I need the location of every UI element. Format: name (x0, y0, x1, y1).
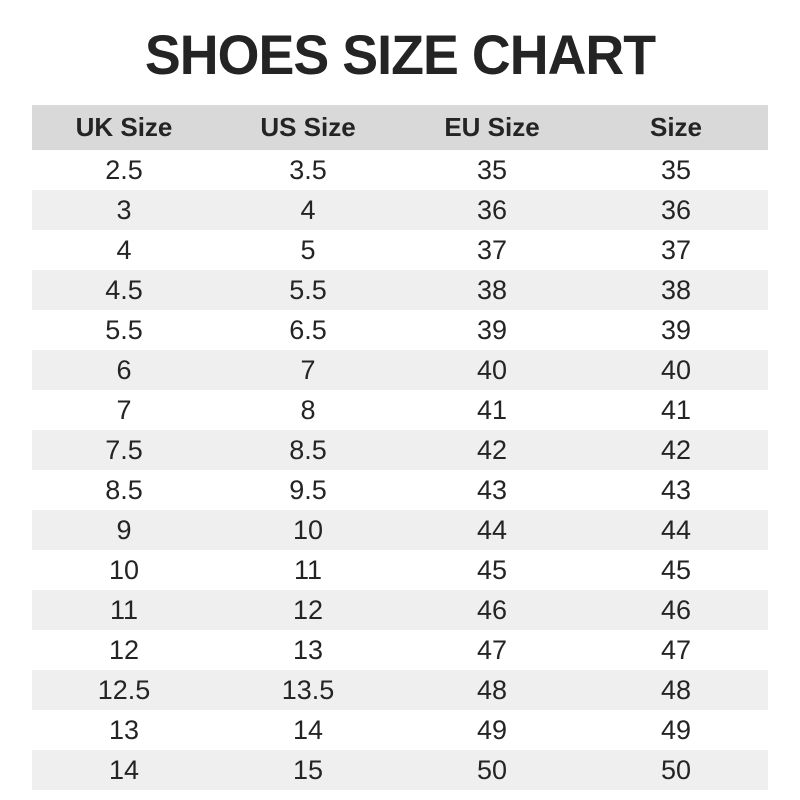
table-cell: 6 (116, 354, 132, 385)
table-cell: 42 (476, 434, 508, 465)
table-cell: 49 (660, 714, 692, 745)
table-cell: 13 (292, 634, 324, 665)
table-cell: 46 (476, 594, 508, 625)
table-cell: 12 (292, 594, 324, 625)
table-row: 9 10 44 44 (32, 510, 768, 550)
table-cell: 43 (660, 474, 692, 505)
table-cell: 4 (300, 194, 316, 225)
table-cell: 9 (116, 514, 132, 545)
size-chart-table: UK Size US Size EU Size Size 2.5 3.5 35 35 3 4 36… (32, 105, 768, 790)
table-cell: 9.5 (289, 474, 327, 505)
table-cell: 10 (108, 554, 140, 585)
table-cell: 36 (660, 194, 692, 225)
table-cell: 36 (476, 194, 508, 225)
table-cell: 42 (660, 434, 692, 465)
table-cell: 50 (660, 754, 692, 785)
table-cell: 4.5 (105, 274, 143, 305)
table-cell: 38 (660, 274, 692, 305)
table-cell: 14 (292, 714, 324, 745)
table-cell: 38 (476, 274, 508, 305)
table-cell: 3 (116, 194, 132, 225)
column-header: Size (584, 105, 768, 150)
table-cell: 48 (660, 674, 692, 705)
table-cell: 40 (660, 354, 692, 385)
table-cell: 35 (660, 154, 692, 185)
table-cell: 41 (660, 394, 692, 425)
table-cell: 49 (476, 714, 508, 745)
table-cell: 12 (108, 634, 140, 665)
table-cell: 45 (660, 554, 692, 585)
table-cell: 8 (300, 394, 316, 425)
table-cell: 12.5 (97, 674, 151, 705)
table-cell: 39 (476, 314, 508, 345)
table-row: 14 15 50 50 (32, 750, 768, 790)
header-row: UK Size US Size EU Size Size (32, 105, 768, 150)
table-cell: 7 (300, 354, 316, 385)
table-cell: 5.5 (105, 314, 143, 345)
table-cell: 44 (476, 514, 508, 545)
table-cell: 5.5 (289, 274, 327, 305)
table-cell: 8.5 (289, 434, 327, 465)
table-cell: 13.5 (281, 674, 335, 705)
column-header: US Size (216, 105, 400, 150)
table-cell: 5 (300, 234, 316, 265)
table-cell: 48 (476, 674, 508, 705)
table-cell: 39 (660, 314, 692, 345)
table-cell: 6.5 (289, 314, 327, 345)
table-cell: 4 (116, 234, 132, 265)
table-cell: 35 (476, 154, 508, 185)
table-cell: 46 (660, 594, 692, 625)
table-cell: 50 (476, 754, 508, 785)
table-cell: 2.5 (105, 154, 143, 185)
column-header: UK Size (32, 105, 216, 150)
table-row: 12 13 47 47 (32, 630, 768, 670)
table-row: 8.5 9.5 43 43 (32, 470, 768, 510)
table-cell: 7 (116, 394, 132, 425)
table-row: 10 11 45 45 (32, 550, 768, 590)
table-row: 6 7 40 40 (32, 350, 768, 390)
table-cell: 37 (660, 234, 692, 265)
table-row: 3 4 36 36 (32, 190, 768, 230)
column-header: EU Size (400, 105, 584, 150)
table-cell: 44 (660, 514, 692, 545)
table-row: 11 12 46 46 (32, 590, 768, 630)
table-cell: 11 (293, 554, 323, 585)
page-title: SHOES SIZE CHART (144, 23, 656, 86)
table-header: UK Size US Size EU Size Size (32, 105, 768, 150)
table-cell: 10 (292, 514, 324, 545)
table-cell: 3.5 (289, 154, 327, 185)
table-row: 13 14 49 49 (32, 710, 768, 750)
table-row: 2.5 3.5 35 35 (32, 150, 768, 190)
table-row: 4 5 37 37 (32, 230, 768, 270)
table-row: 12.5 13.5 48 48 (32, 670, 768, 710)
table-cell: 7.5 (105, 434, 143, 465)
table-cell: 47 (660, 634, 692, 665)
table-cell: 43 (476, 474, 508, 505)
table-body: 2.5 3.5 35 35 3 4 36 36 4 5 37 37 4.5 5.5 38 38 5.5 6.5 39… (32, 150, 768, 790)
table-cell: 45 (476, 554, 508, 585)
table-row: 7.5 8.5 42 42 (32, 430, 768, 470)
table-row: 7 8 41 41 (32, 390, 768, 430)
table-cell: 13 (108, 714, 140, 745)
table-cell: 8.5 (105, 474, 143, 505)
table-cell: 15 (292, 754, 324, 785)
table-cell: 11 (109, 594, 139, 625)
table-cell: 40 (476, 354, 508, 385)
table-cell: 37 (476, 234, 508, 265)
table-cell: 47 (476, 634, 508, 665)
table-row: 5.5 6.5 39 39 (32, 310, 768, 350)
table-cell: 41 (476, 394, 508, 425)
table-cell: 14 (108, 754, 140, 785)
table-row: 4.5 5.5 38 38 (32, 270, 768, 310)
